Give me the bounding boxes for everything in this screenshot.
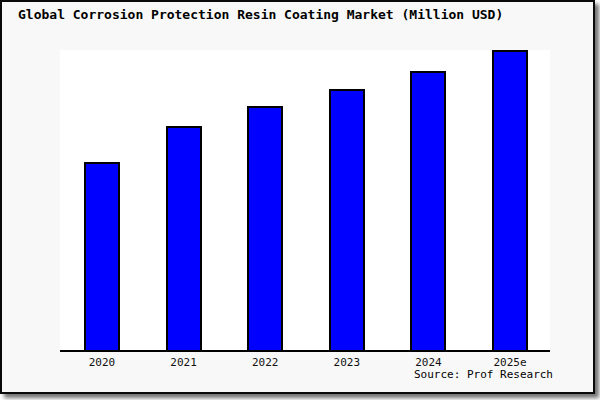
plot-area [60, 50, 550, 352]
bar-2021 [166, 126, 202, 350]
bar-2022 [247, 106, 283, 350]
x-tick-label-2020: 2020 [89, 356, 116, 369]
bar-2024 [410, 71, 446, 350]
chart-canvas: Global Corrosion Protection Resin Coatin… [0, 0, 600, 400]
chart-title: Global Corrosion Protection Resin Coatin… [18, 7, 503, 22]
x-tick-label-2023: 2023 [334, 356, 361, 369]
bar-2023 [329, 89, 365, 350]
bar-2025e [492, 50, 528, 350]
source-credit: Source: Prof Research [414, 368, 553, 381]
bar-2020 [84, 162, 120, 350]
x-tick-label-2022: 2022 [252, 356, 279, 369]
x-tick-label-2021: 2021 [170, 356, 197, 369]
